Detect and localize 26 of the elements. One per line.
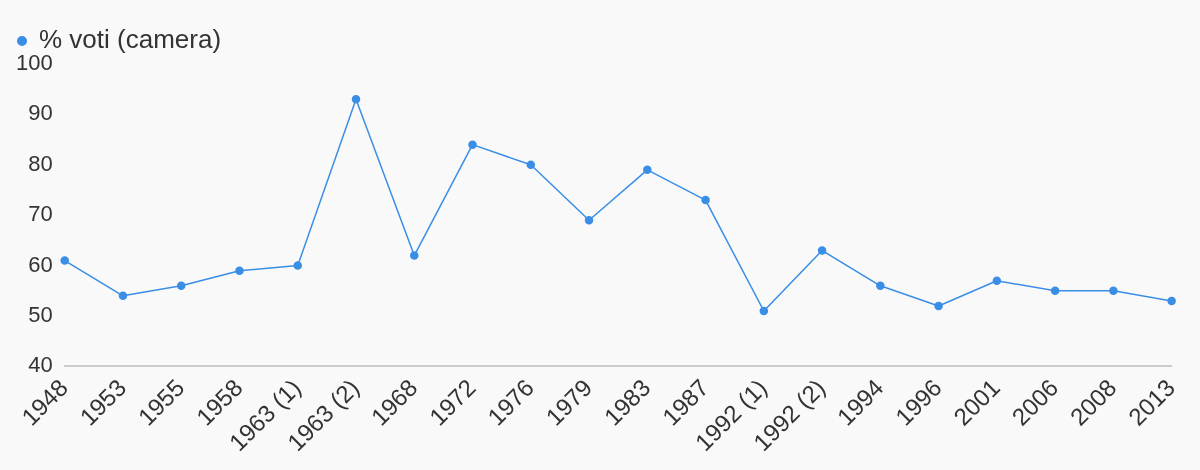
y-tick-label: 50	[28, 302, 53, 328]
point	[1109, 286, 1118, 296]
point	[876, 281, 885, 291]
point	[351, 95, 361, 104]
point	[410, 251, 419, 260]
y-tick-label: 80	[28, 150, 53, 176]
point	[701, 195, 710, 205]
point	[1050, 286, 1060, 296]
y-tick-label: 70	[28, 201, 53, 227]
point	[817, 246, 827, 255]
point	[584, 216, 594, 225]
point	[235, 266, 244, 275]
y-tick-label: 90	[28, 100, 53, 126]
point	[176, 281, 186, 291]
point	[526, 160, 536, 170]
point	[759, 306, 769, 316]
point	[118, 291, 128, 301]
point	[468, 140, 477, 149]
point	[643, 165, 652, 175]
point	[293, 261, 302, 270]
y-tick-label: 40	[28, 352, 53, 378]
point	[60, 256, 69, 265]
point	[1167, 296, 1176, 306]
point	[992, 276, 1002, 285]
y-tick-label: 60	[28, 251, 53, 277]
point	[934, 301, 943, 311]
